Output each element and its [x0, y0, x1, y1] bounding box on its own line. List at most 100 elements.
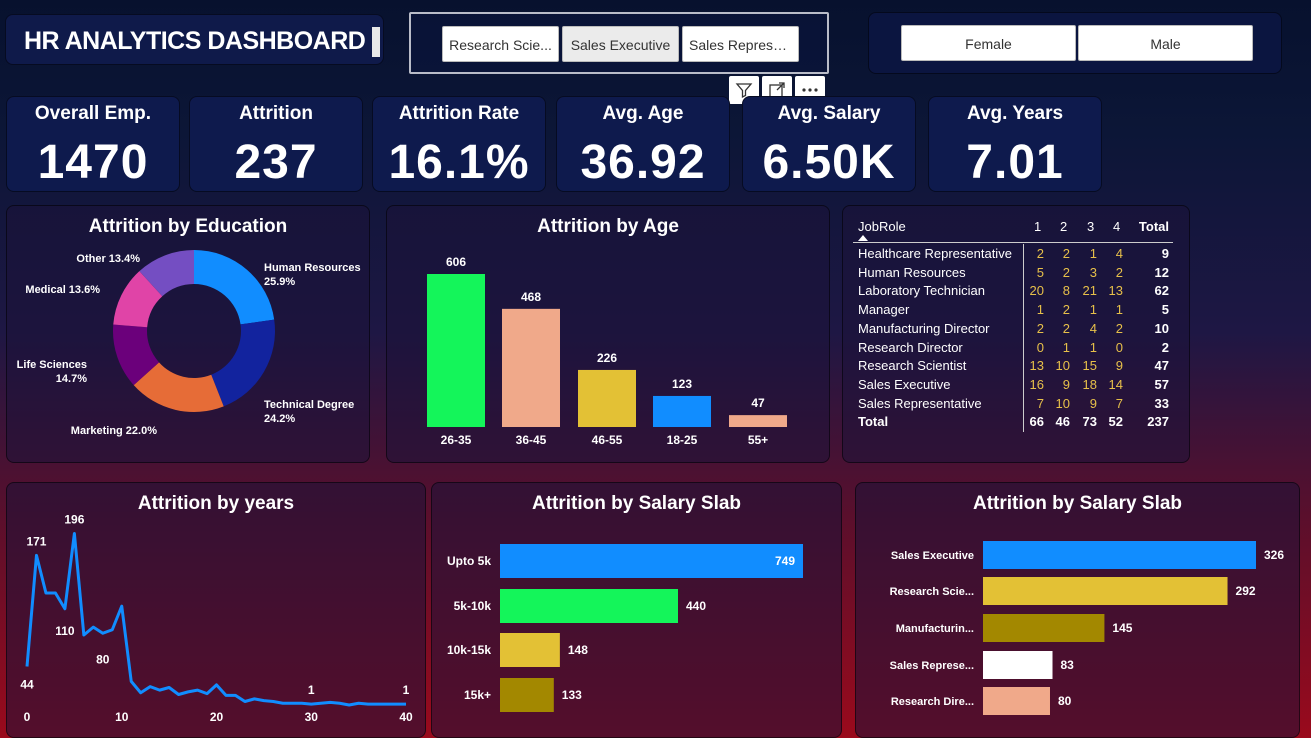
donut-slice[interactable]	[133, 362, 224, 412]
matrix-total-cell: 57	[1154, 376, 1169, 392]
donut-label: Human Resources	[264, 262, 361, 274]
matrix-header-cell: JobRole	[858, 219, 906, 234]
donut-slice[interactable]	[194, 250, 275, 325]
age-bar[interactable]	[653, 395, 711, 427]
role-bar-value: 292	[1236, 584, 1256, 598]
kpi-attrition-rate: Attrition Rate 16.1%	[372, 96, 546, 192]
matrix-cell: 2	[1062, 320, 1070, 336]
salary-bar[interactable]	[500, 633, 560, 667]
slicer-item-female[interactable]: Female	[901, 25, 1076, 61]
age-axis-label: 55+	[748, 433, 768, 447]
matrix-cell: 2	[1036, 320, 1044, 336]
matrix-row-label: Research Director	[858, 339, 963, 355]
matrix-cell: 18	[1082, 376, 1097, 392]
donut-slice[interactable]	[113, 271, 163, 328]
role-bar[interactable]	[983, 687, 1050, 715]
kpi-value: 7.01	[966, 136, 1064, 189]
slicer-item-male[interactable]: Male	[1078, 25, 1253, 61]
jobrole-matrix-card: JobRole 1 2 3 4 Total Healthcare Representativ…	[842, 205, 1190, 463]
salary-bar-chart: Upto 5k 749 5k-10k 440 10k-15k 148 15k+ 133	[447, 544, 803, 712]
age-axis-label: 46-55	[592, 433, 623, 447]
matrix-cell: 2	[1062, 246, 1070, 261]
salary-axis-label: 5k-10k	[454, 599, 492, 613]
salary-bar-value: 440	[686, 599, 706, 613]
salary-bar-value: 749	[775, 554, 795, 568]
matrix-header-cell: 1	[1034, 219, 1042, 234]
role-bar-value: 83	[1061, 658, 1075, 672]
donut-label: Medical 13.6%	[25, 284, 100, 296]
education-donut-card: Attrition by Education Human Resources 25…	[6, 205, 370, 463]
matrix-cell: 20	[1029, 283, 1044, 299]
matrix-cell: 7	[1115, 395, 1123, 411]
years-data-label: 196	[64, 513, 84, 527]
matrix-cell: 2	[1062, 302, 1070, 318]
age-bar[interactable]	[578, 369, 636, 427]
matrix-cell: 9	[1089, 395, 1097, 411]
age-bar[interactable]	[427, 274, 485, 427]
salary-bar[interactable]	[500, 544, 803, 578]
kpi-label: Overall Emp.	[34, 103, 152, 124]
matrix-cell: 14	[1108, 376, 1123, 392]
kpi-value: 16.1%	[388, 136, 530, 189]
age-bar-value: 47	[751, 396, 765, 410]
matrix-total-cell: 46	[1055, 414, 1070, 430]
donut-label: Technical Degree	[264, 399, 354, 411]
matrix-header-cell: 4	[1113, 219, 1121, 234]
years-line[interactable]	[25, 532, 406, 707]
matrix-total-cell: 73	[1082, 414, 1097, 430]
kpi-label: Attrition Rate	[398, 103, 520, 124]
salary-bar[interactable]	[500, 589, 678, 623]
role-bar[interactable]	[983, 614, 1105, 642]
matrix-cell: 13	[1108, 283, 1123, 299]
chart-title: Attrition by Education	[88, 216, 288, 237]
matrix-cell: 0	[1036, 339, 1044, 355]
matrix-total-cell: 9	[1161, 246, 1169, 261]
donut-label: Other 13.4%	[76, 253, 140, 265]
slicer-item-sales-representative[interactable]: Sales Represe...	[682, 26, 799, 62]
matrix-header-cell: 2	[1060, 219, 1068, 234]
matrix-header-cell: Total	[1138, 219, 1169, 234]
age-axis-label: 36-45	[516, 433, 547, 447]
age-axis-label: 18-25	[667, 433, 698, 447]
matrix-row-label: Research Scientist	[858, 358, 967, 374]
donut-value-label: 25.9%	[264, 276, 295, 288]
matrix-cell: 9	[1062, 376, 1070, 392]
role-bar-value: 80	[1058, 694, 1072, 708]
matrix-row-label: Manager	[858, 302, 910, 318]
matrix-column-divider	[1023, 244, 1024, 432]
salary-bar[interactable]	[500, 678, 554, 712]
role-bar[interactable]	[983, 577, 1228, 605]
role-bar[interactable]	[983, 651, 1053, 679]
slicer-item-sales-executive[interactable]: Sales Executive	[562, 26, 679, 62]
donut-slice[interactable]	[112, 324, 160, 386]
matrix-cell: 1	[1089, 246, 1097, 261]
matrix-total-cell: 12	[1154, 264, 1169, 280]
age-bar[interactable]	[729, 415, 787, 427]
donut-slice[interactable]	[139, 250, 194, 297]
matrix-cell: 4	[1115, 246, 1123, 261]
sort-arrow-icon[interactable]	[858, 235, 868, 241]
matrix-cell: 1	[1089, 339, 1097, 355]
role-bar[interactable]	[983, 541, 1256, 569]
donut-slice[interactable]	[211, 319, 275, 407]
salary-axis-label: 15k+	[464, 688, 491, 702]
years-data-label: 44	[20, 678, 34, 692]
matrix-total-cell: 52	[1108, 414, 1123, 430]
matrix-header-cell: 3	[1087, 219, 1095, 234]
age-bar[interactable]	[502, 308, 560, 427]
kpi-label: Attrition	[239, 103, 313, 124]
salary-bar-value: 133	[562, 688, 582, 702]
matrix-cell: 10	[1055, 358, 1070, 374]
matrix-total-label: Total	[858, 414, 889, 430]
gender-slicer: Female Male	[868, 12, 1282, 74]
chart-title: Attrition by years	[137, 493, 295, 514]
matrix-cell: 21	[1082, 283, 1097, 299]
matrix-cell: 0	[1115, 339, 1123, 355]
matrix-row-label: Sales Executive	[858, 376, 951, 392]
salary-bar-value: 148	[568, 643, 588, 657]
role-axis-label: Sales Represe...	[890, 660, 974, 672]
matrix-cell: 1	[1036, 302, 1044, 318]
chart-title: Attrition by Age	[537, 216, 679, 237]
slicer-item-research-scientist[interactable]: Research Scie...	[442, 26, 559, 62]
years-axis-tick: 20	[210, 710, 224, 724]
